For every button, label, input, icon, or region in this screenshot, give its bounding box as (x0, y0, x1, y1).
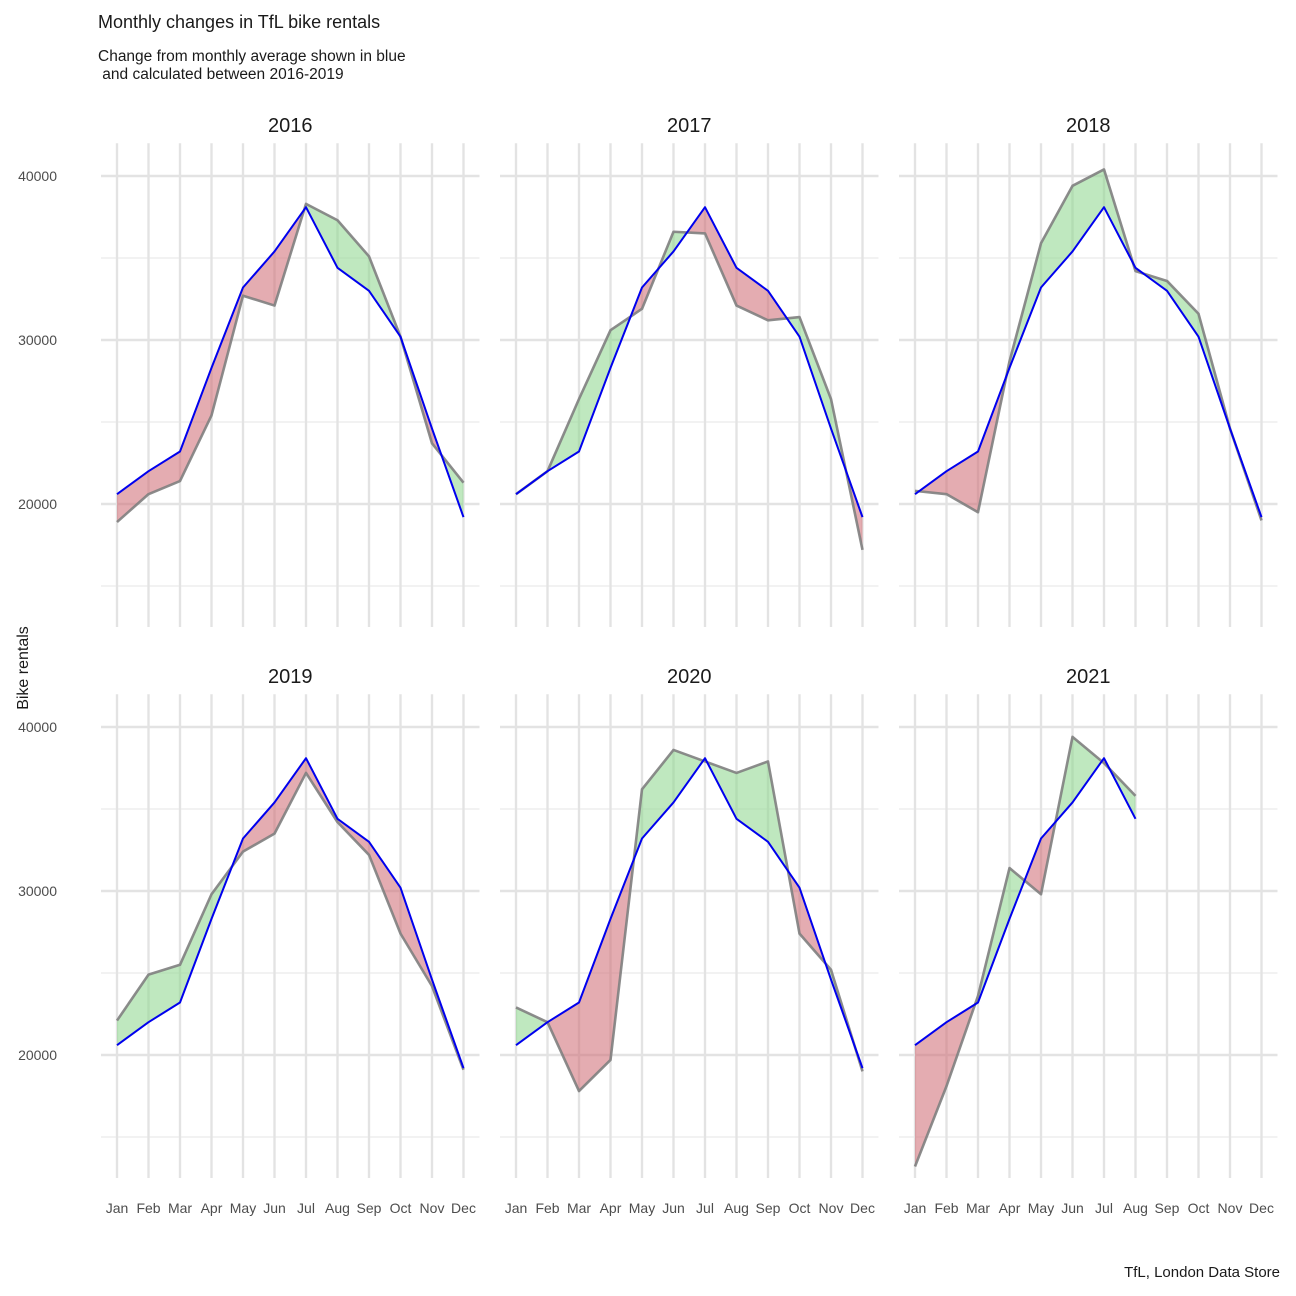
monthly-average-line (914, 757, 1137, 1046)
panel-2021: 2021 Jan Feb Mar Apr May Jun Jul Aug Sep Oct Nov Dec (899, 666, 1278, 1216)
ribbon-above-average (579, 330, 611, 452)
ribbon-below-average (1024, 838, 1041, 895)
x-tick-label: Mar (168, 1200, 192, 1216)
x-tick-label: Aug (325, 1200, 350, 1216)
panel-2019: 2019 20000 30000 40000 Jan Feb Mar Apr May Jun Jul… (18, 666, 480, 1216)
x-tick-label: Aug (1123, 1200, 1148, 1216)
x-tick-label: Dec (451, 1200, 476, 1216)
x-tick-label: Feb (934, 1200, 958, 1216)
x-tick-label: Jul (297, 1200, 315, 1216)
panel-2016: 2016 20000 30000 40000 (18, 115, 480, 627)
x-tick-label: Jan (904, 1200, 927, 1216)
x-tick-label: Jun (1061, 1200, 1084, 1216)
facet-label: 2020 (667, 666, 712, 688)
x-tick-label: Nov (819, 1200, 844, 1216)
ribbon-above-average (180, 894, 212, 1003)
x-tick-label: Sep (756, 1200, 781, 1216)
ribbon-below-average (736, 267, 768, 321)
x-tick-label: Dec (850, 1200, 875, 1216)
ribbon-below-average (274, 758, 306, 834)
x-tick-label: Mar (966, 1200, 990, 1216)
ribbon-below-average (547, 1002, 579, 1092)
ribbon-above-average (1009, 868, 1025, 919)
ribbon-above-average (1072, 736, 1102, 803)
x-tick-label: Jul (696, 1200, 714, 1216)
x-tick-label: Sep (1155, 1200, 1180, 1216)
ribbon-below-average (705, 207, 737, 306)
x-tick-label: Oct (789, 1200, 811, 1216)
x-tick-label: Mar (567, 1200, 591, 1216)
x-tick-label: Oct (390, 1200, 412, 1216)
x-tick-label: Jun (662, 1200, 685, 1216)
panel-2018: 2018 (899, 115, 1278, 627)
panel-2017: 2017 (500, 115, 879, 627)
monthly-average-line (116, 757, 465, 1069)
y-tick-label: 40000 (18, 168, 57, 184)
x-tick-label: Nov (1218, 1200, 1243, 1216)
x-tick-label: Jul (1095, 1200, 1113, 1216)
ribbon-above-average (642, 749, 674, 839)
facet-label: 2017 (667, 115, 712, 137)
ribbon-below-average (180, 367, 212, 482)
ribbon-above-average (1167, 280, 1199, 337)
x-tick-label: Aug (724, 1200, 749, 1216)
actual-rentals-line (914, 168, 1263, 521)
y-tick-label: 20000 (18, 496, 57, 512)
panel-2020: 2020 Jan Feb Mar Apr May Jun Jul Aug Sep Oct Nov Dec (500, 666, 879, 1216)
x-tick-label: Apr (201, 1200, 223, 1216)
facet-label: 2021 (1066, 666, 1111, 688)
chart-title: Monthly changes in TfL bike rentals (98, 12, 381, 32)
monthly-average-line (515, 206, 864, 518)
x-tick-label: Apr (999, 1200, 1021, 1216)
x-tick-label: Jan (505, 1200, 528, 1216)
facet-label: 2019 (268, 666, 313, 688)
ribbon-below-average (243, 802, 275, 852)
ribbon-below-average (915, 1022, 947, 1167)
monthly-average-line (515, 757, 864, 1069)
y-tick-label: 20000 (18, 1047, 57, 1063)
actual-rentals-line (913, 735, 1137, 1167)
x-tick-label: Oct (1188, 1200, 1210, 1216)
actual-rentals-line (115, 771, 465, 1071)
ribbon-above-average (516, 1007, 548, 1046)
x-tick-label: Jan (106, 1200, 129, 1216)
x-tick-label: Sep (357, 1200, 382, 1216)
ribbon-below-average (117, 471, 149, 523)
x-tick-label: Nov (420, 1200, 445, 1216)
facet-label: 2016 (268, 115, 313, 137)
ribbon-above-average (736, 761, 768, 842)
actual-rentals-line (515, 230, 864, 551)
x-tick-label: May (230, 1200, 256, 1216)
facet-label: 2018 (1066, 115, 1111, 137)
ribbon-above-average (1041, 185, 1073, 288)
ribbon-below-average (579, 918, 611, 1092)
actual-rentals-line (515, 748, 864, 1093)
x-tick-label: May (629, 1200, 655, 1216)
monthly-average-line (116, 206, 465, 518)
y-tick-label: 40000 (18, 719, 57, 735)
x-tick-label: May (1028, 1200, 1054, 1216)
ribbon-above-average (148, 964, 180, 1023)
y-tick-label: 30000 (18, 883, 57, 899)
ribbon-above-average (1072, 169, 1104, 252)
x-tick-label: Feb (136, 1200, 160, 1216)
x-tick-label: Dec (1249, 1200, 1274, 1216)
x-tick-label: Apr (600, 1200, 622, 1216)
y-tick-label: 30000 (18, 332, 57, 348)
monthly-average-line (914, 206, 1263, 518)
chart-subtitle: Change from monthly average shown in blu… (98, 48, 406, 83)
x-tick-label: Jun (263, 1200, 286, 1216)
ribbon-above-average (799, 317, 831, 429)
x-tick-label: Feb (535, 1200, 559, 1216)
ribbon-below-average (243, 251, 275, 306)
ribbon-above-average (673, 749, 704, 803)
chart-caption: TfL, London Data Store (1124, 1264, 1280, 1281)
